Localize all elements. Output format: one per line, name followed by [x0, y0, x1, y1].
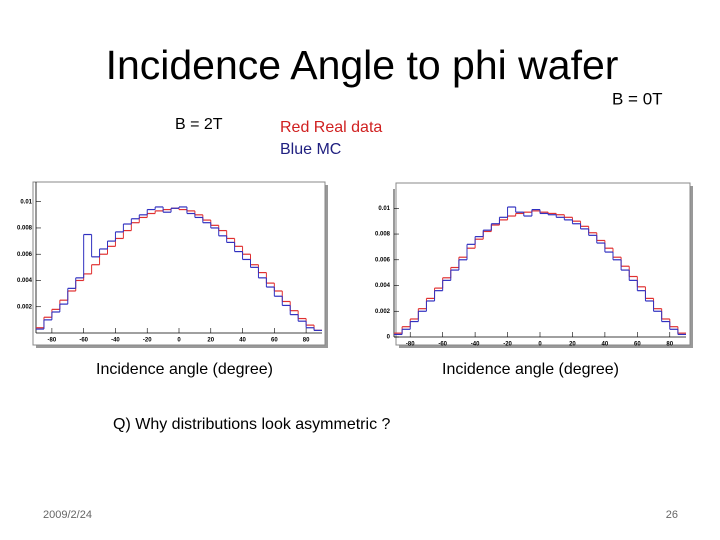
- x-tick-label: -80: [406, 342, 415, 348]
- x-tick-label: 20: [569, 342, 576, 348]
- x-tick-label: -80: [48, 338, 57, 344]
- field-label: B = 2T: [175, 116, 223, 133]
- x-tick-label: -20: [143, 338, 152, 344]
- y-tick-label: 0.008: [17, 226, 33, 232]
- question: Q) Why distributions look asymmetric ?: [113, 416, 391, 433]
- legend-note: Red Real data: [280, 119, 382, 136]
- y-tick-label: 0: [387, 335, 391, 341]
- x-tick-label: 60: [634, 342, 641, 348]
- x-tick-label: 60: [271, 338, 278, 344]
- slide-title: Incidence Angle to phi wafer: [106, 42, 619, 88]
- x-tick-label: -60: [79, 338, 88, 344]
- x-tick-label: 40: [239, 338, 246, 344]
- y-tick-label: 0.01: [378, 206, 390, 212]
- x-tick-label: 0: [177, 338, 181, 344]
- y-tick-label: 0.008: [375, 232, 391, 238]
- x-tick-label: -60: [438, 342, 447, 348]
- y-tick-label: 0.002: [375, 309, 391, 315]
- x-tick-label: 20: [207, 338, 214, 344]
- x-tick-label: 80: [666, 342, 673, 348]
- y-tick-label: 0.006: [17, 252, 33, 258]
- x-tick-label: -20: [503, 342, 512, 348]
- x-axis-label: Incidence angle (degree): [96, 361, 273, 378]
- x-tick-label: -40: [471, 342, 480, 348]
- x-tick-label: 80: [303, 338, 310, 344]
- x-axis-label: Incidence angle (degree): [442, 361, 619, 378]
- x-tick-label: 40: [602, 342, 609, 348]
- y-tick-label: 0.004: [375, 283, 391, 289]
- y-tick-label: 0.002: [17, 304, 33, 310]
- field-label: B = 0T: [612, 89, 663, 108]
- legend-note: Blue MC: [280, 141, 341, 158]
- y-tick-label: 0.01: [20, 199, 32, 205]
- date: 2009/2/24: [43, 509, 92, 521]
- page-number: 26: [666, 509, 678, 521]
- frame: [395, 182, 691, 346]
- x-tick-label: 0: [538, 342, 542, 348]
- y-tick-label: 0.004: [17, 278, 33, 284]
- y-tick-label: 0.006: [375, 257, 391, 263]
- x-tick-label: -40: [111, 338, 120, 344]
